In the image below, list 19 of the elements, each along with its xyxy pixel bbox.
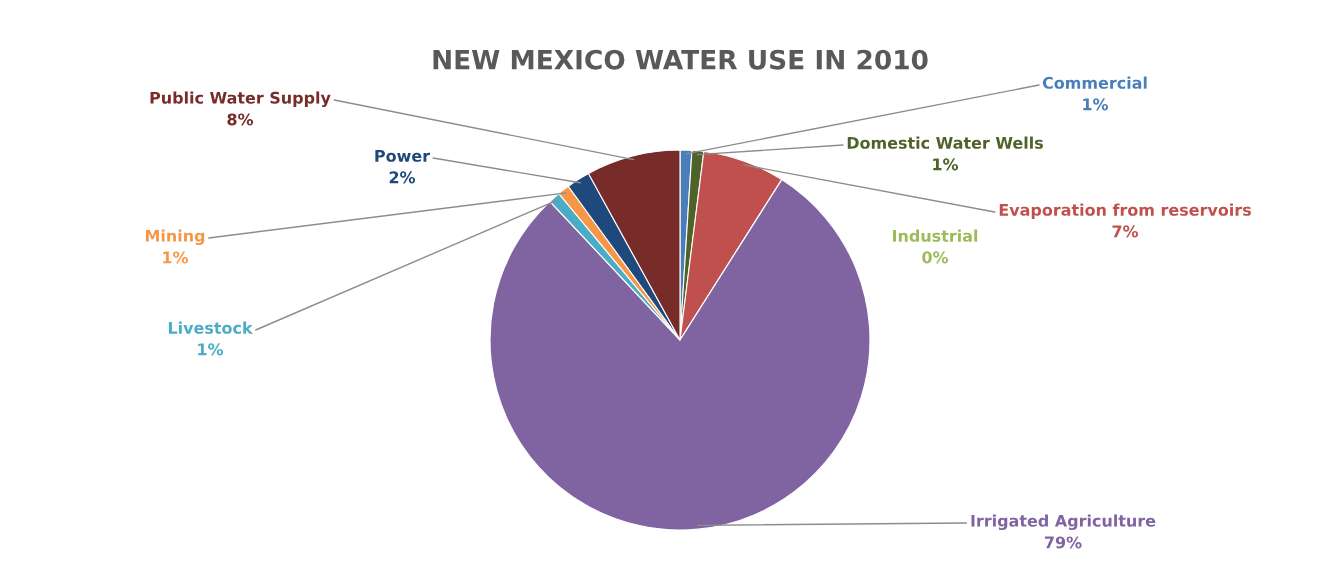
slice-label: Public Water Supply xyxy=(150,91,331,108)
data-label: 1% xyxy=(163,251,189,264)
data-label: 2% xyxy=(389,171,416,184)
data-label: 1% xyxy=(933,158,959,171)
chart-title: NEW MEXICO WATER USE IN 2010 xyxy=(433,49,928,70)
category-label: Industrial xyxy=(893,229,978,242)
data-label: 1% xyxy=(198,343,224,356)
data-label: 1% xyxy=(1083,98,1109,111)
slice-label: Mining xyxy=(145,229,205,246)
slice-label: Irrigated Agriculture xyxy=(971,514,1156,531)
slice-label: Livestock xyxy=(168,321,253,334)
slice-label: Power xyxy=(375,150,431,162)
slice-label: Evaporation from reservoirs xyxy=(999,203,1251,219)
data-label: 79% xyxy=(1044,536,1082,549)
slice-label: Domestic Water Wells xyxy=(847,136,1043,149)
data-label: 8% xyxy=(227,113,254,126)
data-label: 7% xyxy=(1112,225,1139,238)
slice-label: Commercial xyxy=(1042,76,1147,89)
text: 0% xyxy=(922,251,949,264)
